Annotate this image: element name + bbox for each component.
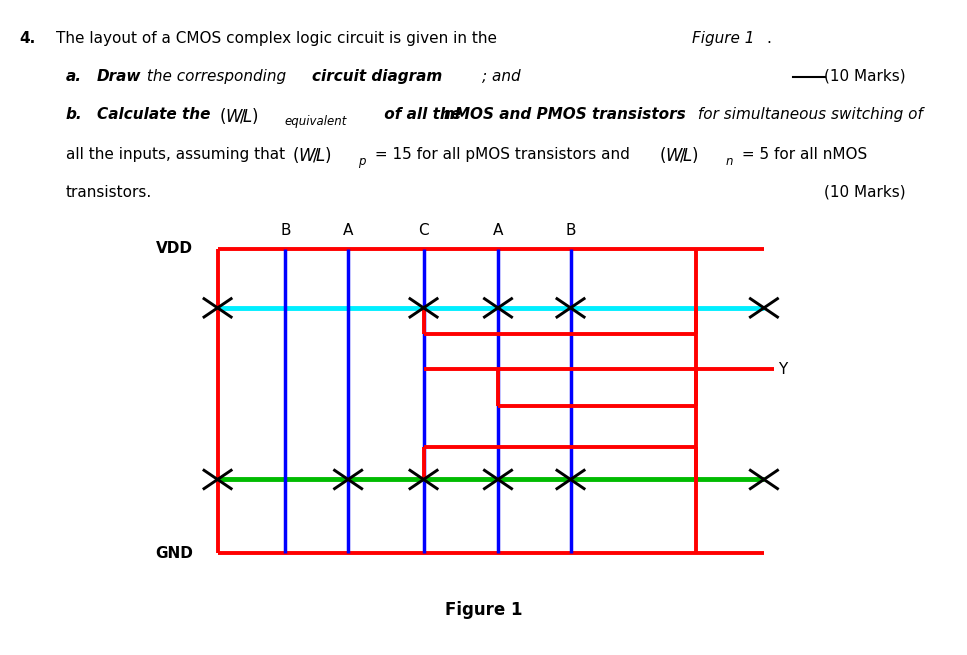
Text: B: B xyxy=(566,223,575,238)
Text: Y: Y xyxy=(778,362,788,377)
Text: = 15 for all pMOS transistors and: = 15 for all pMOS transistors and xyxy=(370,147,635,162)
Text: .: . xyxy=(767,31,772,47)
Text: 4.: 4. xyxy=(19,31,36,47)
Text: Figure 1: Figure 1 xyxy=(692,31,755,47)
Text: (10 Marks): (10 Marks) xyxy=(824,69,905,84)
Text: C: C xyxy=(419,223,428,238)
Text: of all the: of all the xyxy=(379,107,466,122)
Text: all the inputs, assuming that: all the inputs, assuming that xyxy=(66,147,290,162)
Text: A: A xyxy=(343,223,353,238)
Text: for simultaneous switching of: for simultaneous switching of xyxy=(693,107,923,122)
Text: VDD: VDD xyxy=(157,242,193,256)
Text: b.: b. xyxy=(66,107,82,122)
Text: (10 Marks): (10 Marks) xyxy=(824,185,905,200)
Text: = 5 for all nMOS: = 5 for all nMOS xyxy=(737,147,867,162)
Text: the corresponding: the corresponding xyxy=(142,69,291,84)
Text: A: A xyxy=(493,223,503,238)
Text: B: B xyxy=(280,223,290,238)
Text: n: n xyxy=(725,155,733,168)
Text: transistors.: transistors. xyxy=(66,185,152,200)
Text: Draw: Draw xyxy=(97,69,141,84)
Text: equivalent: equivalent xyxy=(284,115,347,128)
Text: nMOS and PMOS transistors: nMOS and PMOS transistors xyxy=(444,107,686,122)
Text: circuit diagram: circuit diagram xyxy=(312,69,443,84)
Text: Calculate the: Calculate the xyxy=(97,107,216,122)
Text: $\mathit{\left(W\!/\!L\right)}$: $\mathit{\left(W\!/\!L\right)}$ xyxy=(659,145,699,166)
Text: The layout of a CMOS complex logic circuit is given in the: The layout of a CMOS complex logic circu… xyxy=(56,31,502,47)
Text: p: p xyxy=(358,155,366,168)
Text: GND: GND xyxy=(156,546,193,561)
Text: a.: a. xyxy=(66,69,82,84)
Text: ; and: ; and xyxy=(482,69,520,84)
Text: Figure 1: Figure 1 xyxy=(445,601,522,619)
Text: $\mathit{\left(W\!/\!L\right)}$: $\mathit{\left(W\!/\!L\right)}$ xyxy=(219,106,258,126)
Text: $\mathit{\left(W\!/\!L\right)}$: $\mathit{\left(W\!/\!L\right)}$ xyxy=(292,145,332,166)
